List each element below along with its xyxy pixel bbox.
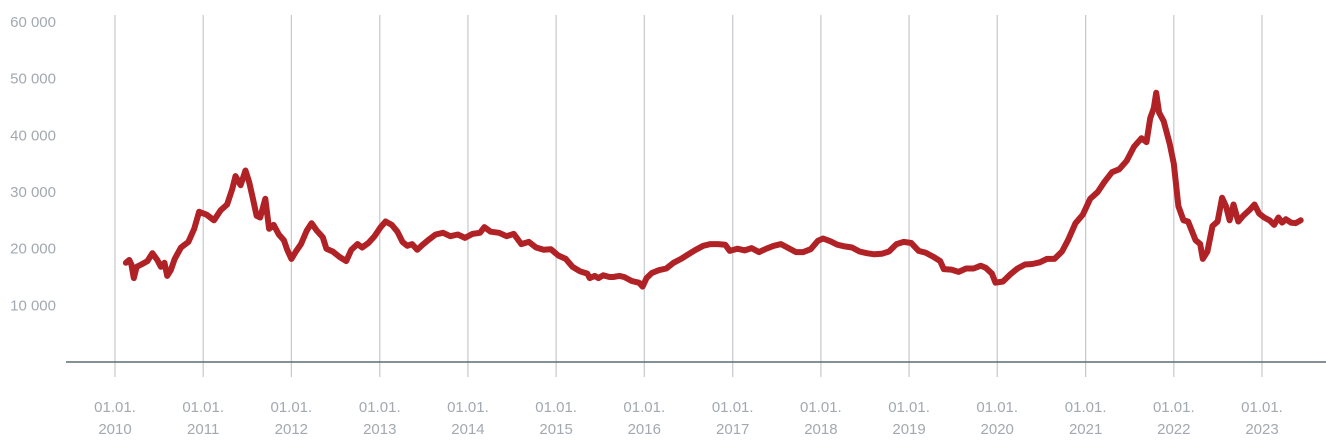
series-line-0	[122, 89, 1304, 290]
x-tick-label-2011: 01.01. 2011	[182, 399, 224, 438]
y-tick-label: 10 000	[10, 297, 56, 314]
y-tick-label: 60 000	[10, 14, 56, 31]
x-tick-label-2012: 01.01. 2012	[270, 399, 312, 438]
x-tick-label-2013: 01.01. 2013	[359, 399, 401, 438]
x-tick-label-2021: 01.01. 2021	[1065, 399, 1107, 438]
x-tick-label-2010: 01.01. 2010	[94, 399, 136, 438]
x-axis-ticks: 01.01. 2010 01.01. 2011 01.01. 2012 01.01. 2013…	[94, 399, 1283, 438]
y-tick-label: 40 000	[10, 127, 56, 144]
x-tick-label-2023: 01.01. 2023	[1241, 399, 1283, 438]
y-tick-label: 30 000	[10, 184, 56, 201]
x-tick-label-2017: 01.01. 2017	[712, 399, 754, 438]
y-axis-ticks: 10 000 20 000 30 000 40 000 50 000 60 000	[10, 14, 56, 314]
vertical-grid	[114, 15, 1263, 377]
series-group	[122, 89, 1304, 290]
x-tick-label-2019: 01.01. 2019	[888, 399, 930, 438]
x-tick-label-2020: 01.01. 2020	[976, 399, 1018, 438]
x-tick-label-2015: 01.01. 2015	[535, 399, 577, 438]
x-tick-label-2022: 01.01. 2022	[1153, 399, 1195, 438]
y-tick-label: 50 000	[10, 71, 56, 88]
x-tick-label-2014: 01.01. 2014	[447, 399, 489, 438]
x-tick-label-2018: 01.01. 2018	[800, 399, 842, 438]
y-tick-label: 20 000	[10, 241, 56, 258]
x-tick-label-2016: 01.01. 2016	[623, 399, 665, 438]
